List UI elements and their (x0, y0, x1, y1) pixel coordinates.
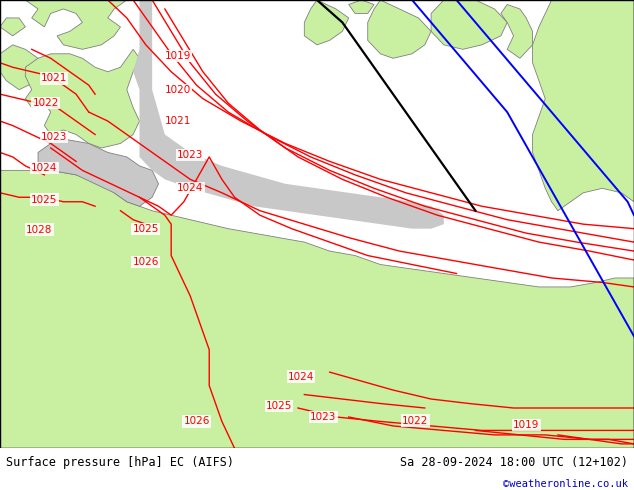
Polygon shape (533, 0, 634, 211)
Text: Surface pressure [hPa] EC (AIFS): Surface pressure [hPa] EC (AIFS) (6, 456, 235, 469)
Text: 1024: 1024 (288, 371, 314, 382)
Polygon shape (0, 171, 634, 448)
Text: 1023: 1023 (177, 149, 204, 160)
Text: ©weatheronline.co.uk: ©weatheronline.co.uk (503, 479, 628, 489)
Polygon shape (431, 0, 507, 49)
Polygon shape (0, 45, 44, 90)
Polygon shape (38, 139, 158, 206)
Text: 1021: 1021 (41, 74, 67, 83)
Polygon shape (304, 0, 349, 45)
Text: 1026: 1026 (183, 416, 210, 426)
Polygon shape (501, 4, 533, 58)
Polygon shape (133, 0, 444, 229)
Text: 1028: 1028 (26, 224, 53, 235)
Polygon shape (0, 18, 25, 36)
Text: 1022: 1022 (32, 98, 59, 108)
Text: 1025: 1025 (133, 223, 159, 234)
Text: 1022: 1022 (402, 416, 429, 425)
Text: 1023: 1023 (41, 132, 67, 142)
Text: Sa 28-09-2024 18:00 UTC (12+102): Sa 28-09-2024 18:00 UTC (12+102) (399, 456, 628, 469)
Polygon shape (349, 0, 374, 13)
Polygon shape (25, 49, 139, 148)
Text: 1019: 1019 (513, 420, 540, 430)
Text: 1025: 1025 (31, 195, 58, 204)
Text: 1023: 1023 (310, 412, 337, 422)
Text: 1024: 1024 (177, 183, 204, 194)
Text: 1020: 1020 (164, 85, 191, 95)
Polygon shape (0, 0, 127, 49)
Text: 1025: 1025 (266, 401, 292, 411)
Text: 1019: 1019 (164, 51, 191, 61)
Text: 1024: 1024 (31, 163, 58, 173)
Text: 1026: 1026 (133, 257, 159, 267)
Text: 1021: 1021 (164, 116, 191, 126)
Polygon shape (368, 0, 431, 58)
